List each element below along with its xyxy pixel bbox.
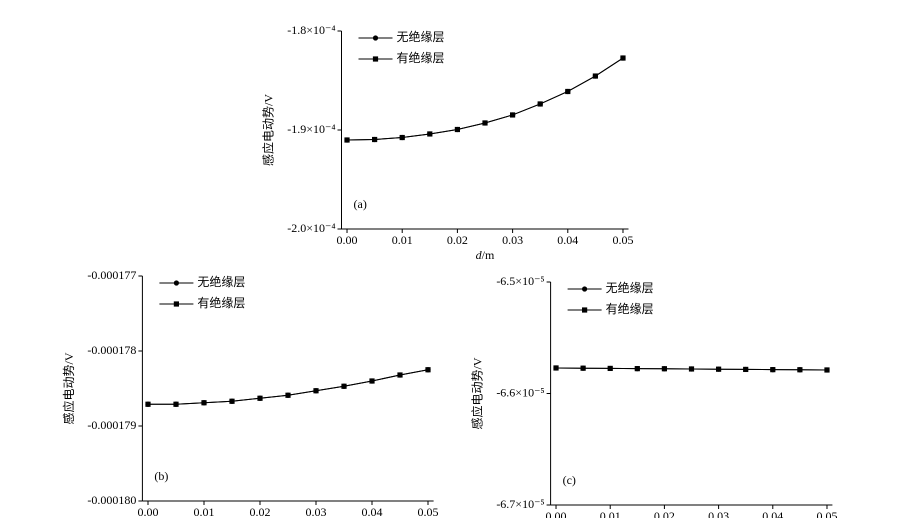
data-point xyxy=(509,112,516,118)
legend-label: 有绝缘层 xyxy=(197,295,245,310)
series-line xyxy=(347,57,624,141)
data-point xyxy=(607,365,613,372)
y-tick-label: -0.000178 xyxy=(87,343,136,357)
legend-marker xyxy=(173,280,179,286)
x-tick-label: 0.00 xyxy=(138,505,159,518)
data-point xyxy=(173,401,179,407)
data-point xyxy=(482,120,488,126)
legend-marker xyxy=(372,35,379,41)
data-point xyxy=(369,378,375,384)
y-tick-label: -0.000177 xyxy=(87,268,136,282)
panel-label: (c) xyxy=(563,473,576,487)
legend-label: 有绝缘层 xyxy=(606,301,654,316)
x-tick-label: 0.04 xyxy=(557,233,578,247)
data-point xyxy=(565,88,571,95)
data-point xyxy=(634,366,640,372)
x-tick-label: 0.04 xyxy=(362,505,383,518)
x-tick-label: 0.00 xyxy=(546,509,567,518)
y-tick-label: -2.0×10⁻⁴ xyxy=(287,221,335,235)
data-point xyxy=(229,398,235,404)
legend-marker xyxy=(582,286,588,292)
y-tick-label: -1.8×10⁻⁴ xyxy=(287,23,335,37)
legend-label: 无绝缘层 xyxy=(397,29,445,44)
legend-label: 无绝缘层 xyxy=(606,280,654,295)
legend-label: 有绝缘层 xyxy=(397,50,445,65)
series-line xyxy=(347,57,624,141)
x-tick-label: 0.03 xyxy=(708,509,729,518)
y-axis-label: 感应电动势/V xyxy=(61,352,76,424)
data-point xyxy=(580,365,586,371)
data-point xyxy=(770,367,776,373)
series-line xyxy=(148,369,429,405)
data-point xyxy=(372,136,378,143)
x-tick-label: 0.05 xyxy=(816,509,837,518)
x-tick-label: 0.02 xyxy=(654,509,675,518)
data-point xyxy=(344,137,350,143)
x-tick-label: 0.03 xyxy=(502,233,523,247)
x-tick-label: 0.05 xyxy=(418,505,439,518)
data-point xyxy=(285,392,291,398)
y-tick-label: -6.5×10⁻⁵ xyxy=(496,274,544,288)
x-tick-label: 0.05 xyxy=(612,233,633,247)
legend-label: 无绝缘层 xyxy=(197,274,245,289)
y-tick-label: -1.9×10⁻⁴ xyxy=(287,122,335,136)
x-tick-label: 0.04 xyxy=(762,509,783,518)
x-tick-label: 0.01 xyxy=(392,233,413,247)
data-point xyxy=(427,131,433,137)
data-point xyxy=(201,400,207,406)
y-tick-label: -6.6×10⁻⁵ xyxy=(496,385,544,399)
data-point xyxy=(537,101,543,107)
y-tick-label: -0.000180 xyxy=(87,493,136,507)
data-point xyxy=(797,367,803,373)
x-tick-label: 0.02 xyxy=(250,505,271,518)
x-tick-label: 0.01 xyxy=(194,505,215,518)
panel-label: (a) xyxy=(354,197,367,211)
data-point xyxy=(824,367,830,373)
data-point xyxy=(145,401,151,407)
x-tick-label: 0.00 xyxy=(337,233,358,247)
legend-marker xyxy=(372,56,379,62)
y-axis-label: 感应电动势/V xyxy=(260,94,275,166)
data-point xyxy=(743,366,749,373)
data-point xyxy=(454,126,461,133)
data-point xyxy=(313,388,319,394)
data-point xyxy=(399,134,405,141)
data-point xyxy=(341,383,347,389)
data-point xyxy=(425,367,431,373)
panel-label: (b) xyxy=(154,469,168,483)
x-tick-label: 0.01 xyxy=(600,509,621,518)
y-tick-label: -0.000179 xyxy=(87,418,136,432)
data-point xyxy=(592,73,598,79)
data-point xyxy=(688,366,695,372)
data-point xyxy=(715,366,722,372)
data-point xyxy=(553,365,559,371)
y-axis-label: 感应电动势/V xyxy=(469,357,484,429)
data-point xyxy=(620,55,626,61)
legend-marker xyxy=(173,301,179,307)
x-tick-label: 0.03 xyxy=(306,505,327,518)
x-tick-label: 0.02 xyxy=(447,233,468,247)
y-tick-label: -6.7×10⁻⁵ xyxy=(496,497,544,511)
series-line xyxy=(148,369,429,405)
x-axis-label: d/m xyxy=(476,248,495,262)
data-point xyxy=(661,366,668,372)
data-point xyxy=(397,372,403,378)
legend-marker xyxy=(582,307,588,313)
data-point xyxy=(257,395,263,401)
